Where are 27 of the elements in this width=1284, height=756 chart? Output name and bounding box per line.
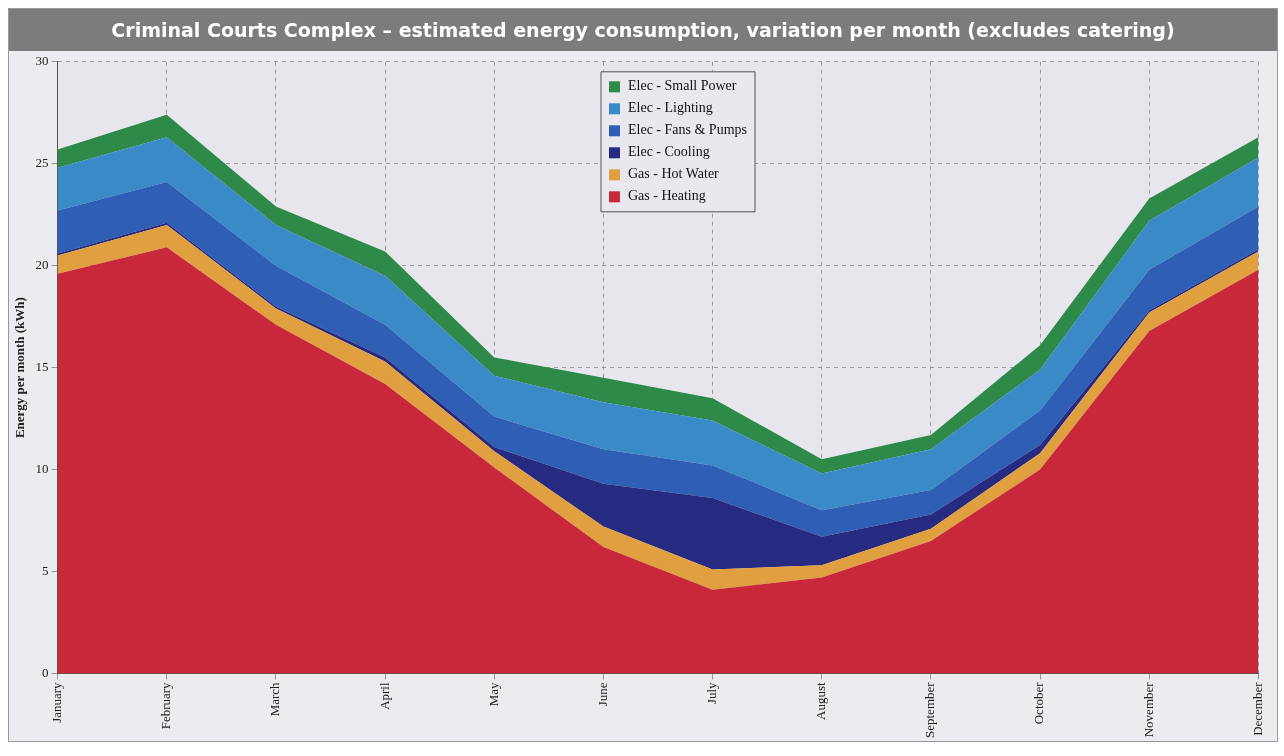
- y-tick-label: 20: [35, 257, 49, 273]
- x-tick-label: June: [594, 682, 610, 707]
- x-tick-label: May: [485, 681, 501, 707]
- x-tick-label: December: [1249, 681, 1265, 736]
- x-tick-label: April: [376, 682, 392, 710]
- legend-label: Elec - Cooling: [628, 144, 710, 160]
- legend-label: Gas - Heating: [628, 188, 706, 204]
- legend-label: Gas - Hot Water: [628, 166, 720, 182]
- x-tick-label: January: [49, 681, 65, 723]
- y-tick-label: 15: [35, 359, 49, 375]
- y-tick-label: 10: [35, 460, 49, 476]
- x-tick-label: March: [267, 681, 283, 717]
- chart-title: Criminal Courts Complex – estimated energy consumption, variation per month (excludes catering): [9, 9, 1277, 51]
- y-tick-label: 30: [35, 53, 49, 69]
- y-tick-label: 0: [42, 664, 49, 680]
- y-tick-label: 25: [35, 155, 49, 171]
- y-axis-title: Energy per month (kWh): [12, 297, 28, 439]
- x-tick-label: February: [158, 681, 174, 730]
- legend-label: Elec - Lighting: [628, 100, 713, 116]
- x-tick-label: November: [1140, 681, 1156, 738]
- x-tick-label: July: [704, 681, 719, 705]
- x-tick-label: August: [813, 682, 829, 720]
- legend-label: Elec - Fans & Pumps: [628, 122, 747, 138]
- x-tick-label: September: [922, 681, 938, 738]
- y-tick-label: 5: [42, 562, 49, 578]
- x-tick-label: October: [1031, 681, 1047, 725]
- legend-label: Elec - Small Power: [628, 78, 737, 94]
